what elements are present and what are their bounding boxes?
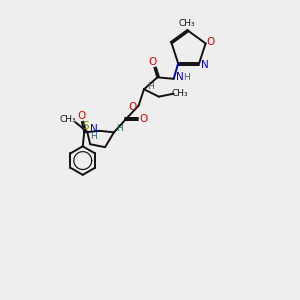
Text: CH₃: CH₃ [60,115,76,124]
Text: CH₃: CH₃ [172,88,188,98]
Text: N: N [90,124,98,134]
Text: O: O [149,57,157,67]
Text: H: H [147,82,154,91]
Text: N: N [176,72,184,82]
Text: O: O [207,37,215,47]
Text: O: O [129,102,137,112]
Text: N: N [201,60,209,70]
Text: O: O [78,111,86,121]
Text: H: H [116,124,123,133]
Text: S: S [82,122,89,131]
Text: H: H [90,132,97,141]
Text: H: H [183,73,190,82]
Text: O: O [140,114,148,124]
Text: CH₃: CH₃ [179,19,196,28]
